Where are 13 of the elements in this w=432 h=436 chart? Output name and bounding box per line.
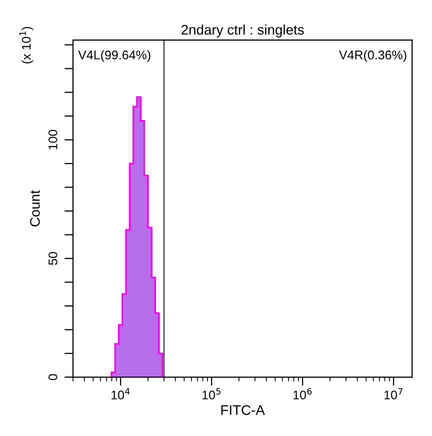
- annotation: V4L(99.64%): [78, 50, 150, 62]
- y-axis-title: Count: [30, 190, 40, 226]
- x-tick-label: 10$^{7}$: [384, 388, 402, 400]
- y-tick-label: 50: [48, 252, 58, 265]
- y-tick-label: 0: [48, 374, 58, 380]
- annotation: V4R(0.36%): [339, 50, 406, 62]
- x-tick-label: 10$^{6}$: [294, 388, 312, 400]
- y-tick-label: 100: [48, 130, 58, 150]
- x-axis-title: FITC-A: [221, 405, 265, 415]
- chart-title: 2ndary ctrl : singlets: [182, 24, 304, 38]
- x-tick-label: 10$^{5}$: [202, 388, 220, 400]
- text: (x 10$^{1}$): [19, 26, 34, 64]
- x-tick-label: 10$^{4}$: [112, 388, 130, 400]
